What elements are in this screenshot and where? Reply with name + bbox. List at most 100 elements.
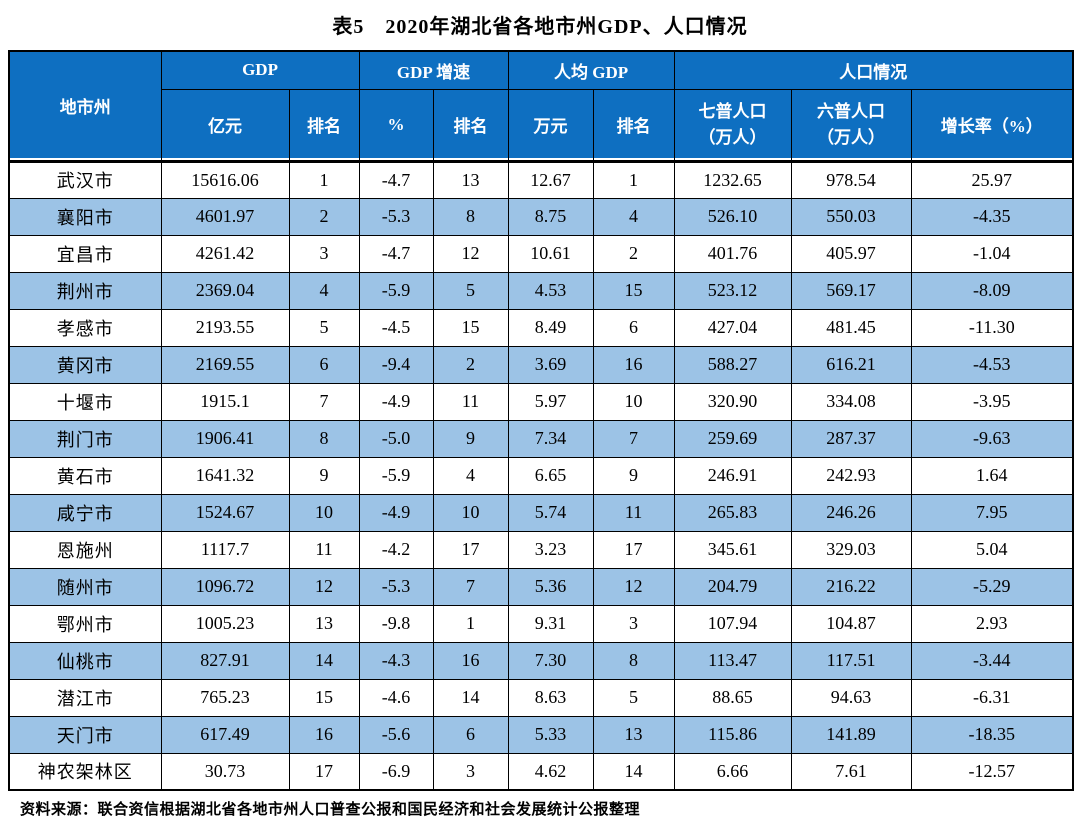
value-cell: -4.3: [358, 641, 434, 680]
value-cell: 10: [432, 493, 509, 532]
value-cell: 5.33: [507, 715, 594, 754]
value-cell: 6: [432, 715, 509, 754]
value-cell: 13: [288, 604, 360, 643]
value-cell: 16: [592, 345, 675, 384]
value-cell: 5.36: [507, 567, 594, 606]
table-row: 武汉市 15616.06 1 -4.7 13 12.67 1 1232.65 978.54 25.…: [8, 160, 1074, 199]
region-cell: 襄阳市: [8, 197, 162, 236]
table-row: 鄂州市 1005.23 13 -9.8 1 9.31 3 107.94 104.87 2.93: [8, 604, 1074, 643]
value-cell: 7: [288, 382, 360, 421]
value-cell: -6.9: [358, 752, 434, 791]
value-cell: -12.57: [910, 752, 1074, 791]
header-group-gdp: GDP: [160, 50, 360, 90]
value-cell: 4.62: [507, 752, 594, 791]
value-cell: 5: [288, 308, 360, 347]
value-cell: 1117.7: [160, 530, 290, 569]
value-cell: -5.9: [358, 271, 434, 310]
region-cell: 咸宁市: [8, 493, 162, 532]
value-cell: 523.12: [673, 271, 792, 310]
table-row: 宜昌市 4261.42 3 -4.7 12 10.61 2 401.76 405.97 -1.04: [8, 234, 1074, 273]
value-cell: 3.69: [507, 345, 594, 384]
value-cell: -4.7: [358, 234, 434, 273]
table-header: 地市州 GDP GDP 增速 人均 GDP 人口情况 亿元 排名 % 排名 万元…: [8, 50, 1074, 163]
region-cell: 宜昌市: [8, 234, 162, 273]
value-cell: 405.97: [790, 234, 912, 273]
value-cell: 11: [288, 530, 360, 569]
header-census7: 七普人口 （万人）: [673, 88, 792, 163]
value-cell: 7.95: [910, 493, 1074, 532]
table-row: 十堰市 1915.1 7 -4.9 11 5.97 10 320.90 334.08 -3.95: [8, 382, 1074, 421]
source-note: 资料来源：联合资信根据湖北省各地市州人口普查公报和国民经济和社会发展统计公报整理: [20, 802, 641, 818]
value-cell: 6: [592, 308, 675, 347]
table-row: 天门市 617.49 16 -5.6 6 5.33 13 115.86 141.89 -18.35: [8, 715, 1074, 754]
region-cell: 孝感市: [8, 308, 162, 347]
value-cell: 246.91: [673, 456, 792, 495]
value-cell: 2369.04: [160, 271, 290, 310]
header-growth-pct: %: [358, 88, 434, 163]
value-cell: 9: [592, 456, 675, 495]
table-row: 仙桃市 827.91 14 -4.3 16 7.30 8 113.47 117.51 -3.44: [8, 641, 1074, 680]
value-cell: -11.30: [910, 308, 1074, 347]
value-cell: 8.63: [507, 678, 594, 717]
value-cell: 117.51: [790, 641, 912, 680]
value-cell: -3.95: [910, 382, 1074, 421]
value-cell: 978.54: [790, 160, 912, 199]
value-cell: 7.30: [507, 641, 594, 680]
table-row: 潜江市 765.23 15 -4.6 14 8.63 5 88.65 94.63 -6.31: [8, 678, 1074, 717]
region-cell: 天门市: [8, 715, 162, 754]
value-cell: 588.27: [673, 345, 792, 384]
value-cell: 17: [592, 530, 675, 569]
value-cell: 4: [288, 271, 360, 310]
header-group-gdp-per-capita: 人均 GDP: [507, 50, 675, 90]
value-cell: 15: [288, 678, 360, 717]
value-cell: 14: [592, 752, 675, 791]
value-cell: 115.86: [673, 715, 792, 754]
value-cell: -4.2: [358, 530, 434, 569]
value-cell: 8: [592, 641, 675, 680]
value-cell: 1524.67: [160, 493, 290, 532]
value-cell: 6.66: [673, 752, 792, 791]
value-cell: 30.73: [160, 752, 290, 791]
value-cell: 334.08: [790, 382, 912, 421]
value-cell: 7: [592, 419, 675, 458]
value-cell: 427.04: [673, 308, 792, 347]
value-cell: -8.09: [910, 271, 1074, 310]
value-cell: 320.90: [673, 382, 792, 421]
table-row: 黄冈市 2169.55 6 -9.4 2 3.69 16 588.27 616.21 -4.53: [8, 345, 1074, 384]
value-cell: -5.9: [358, 456, 434, 495]
value-cell: 9.31: [507, 604, 594, 643]
value-cell: 9: [432, 419, 509, 458]
value-cell: -9.63: [910, 419, 1074, 458]
table-row: 神农架林区 30.73 17 -6.9 3 4.62 14 6.66 7.61 -12.57: [8, 752, 1074, 791]
value-cell: 13: [592, 715, 675, 754]
value-cell: -1.04: [910, 234, 1074, 273]
value-cell: 107.94: [673, 604, 792, 643]
header-gdp-value: 亿元: [160, 88, 290, 163]
value-cell: 3: [432, 752, 509, 791]
value-cell: 14: [288, 641, 360, 680]
value-cell: 5.97: [507, 382, 594, 421]
table-row: 咸宁市 1524.67 10 -4.9 10 5.74 11 265.83 246.26 7.95: [8, 493, 1074, 532]
value-cell: 2: [592, 234, 675, 273]
table-row: 黄石市 1641.32 9 -5.9 4 6.65 9 246.91 242.93 1.64: [8, 456, 1074, 495]
value-cell: 7.34: [507, 419, 594, 458]
region-cell: 黄冈市: [8, 345, 162, 384]
table-title: 表5 2020年湖北省各地市州GDP、人口情况: [332, 16, 748, 38]
value-cell: 401.76: [673, 234, 792, 273]
value-cell: 550.03: [790, 197, 912, 236]
value-cell: -4.6: [358, 678, 434, 717]
value-cell: 3: [288, 234, 360, 273]
table-row: 荆门市 1906.41 8 -5.0 9 7.34 7 259.69 287.37 -9.63: [8, 419, 1074, 458]
value-cell: 5: [592, 678, 675, 717]
value-cell: 10: [288, 493, 360, 532]
header-group-row: 地市州 GDP GDP 增速 人均 GDP 人口情况: [8, 50, 1074, 163]
value-cell: 265.83: [673, 493, 792, 532]
value-cell: 287.37: [790, 419, 912, 458]
value-cell: 2193.55: [160, 308, 290, 347]
value-cell: 4601.97: [160, 197, 290, 236]
value-cell: 345.61: [673, 530, 792, 569]
value-cell: -9.4: [358, 345, 434, 384]
value-cell: 104.87: [790, 604, 912, 643]
value-cell: 526.10: [673, 197, 792, 236]
